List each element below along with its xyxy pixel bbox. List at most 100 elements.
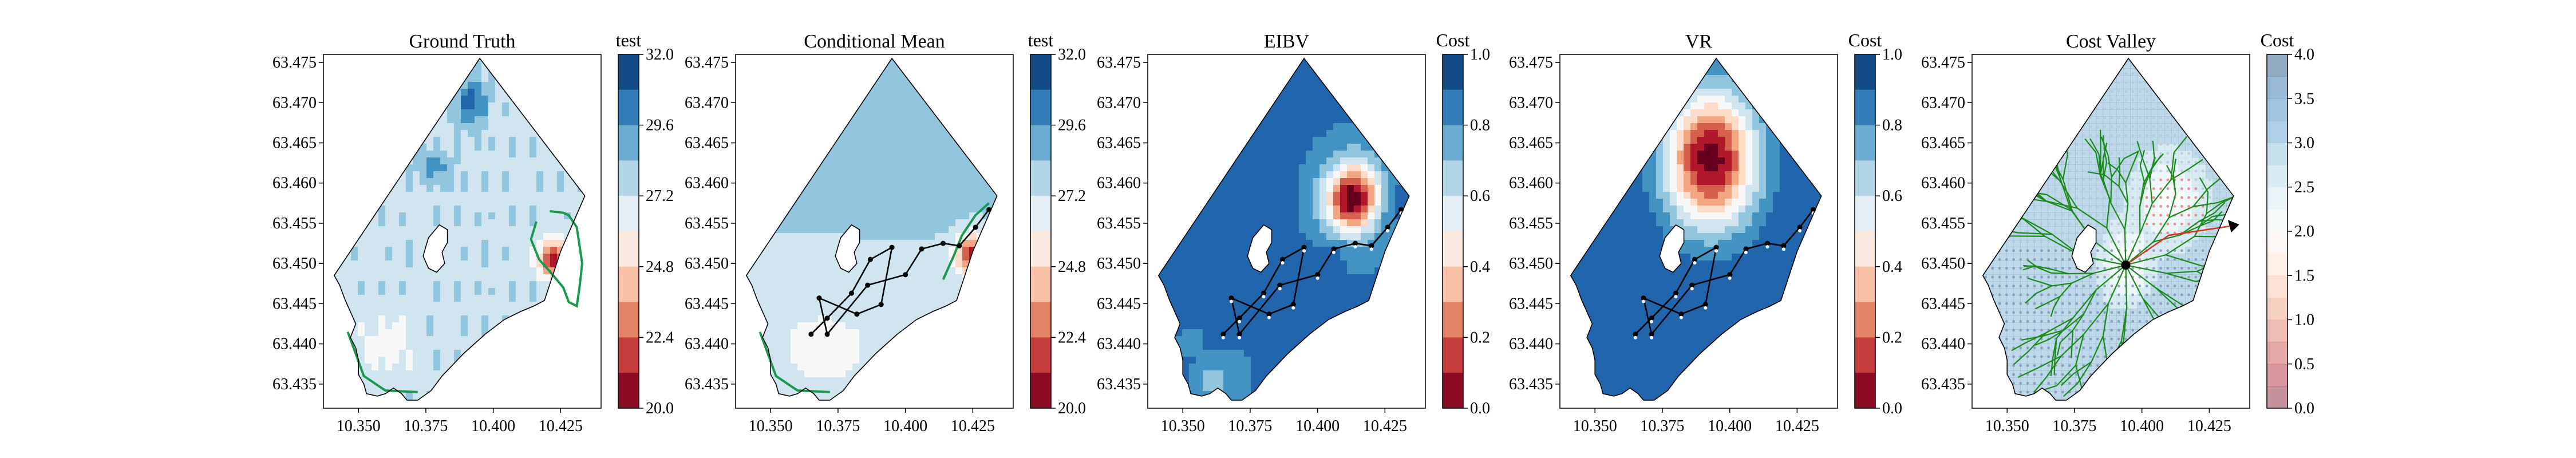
field-cell [475, 206, 482, 213]
field-cell [1003, 192, 1011, 199]
field-cell [955, 102, 963, 110]
field-cell [880, 178, 887, 185]
field-cell [372, 137, 379, 144]
field-cell [1168, 260, 1176, 268]
field-cell [323, 384, 331, 392]
field-cell [825, 247, 832, 254]
field-cell [509, 322, 516, 330]
field-cell [900, 116, 908, 124]
field-cell [1210, 281, 1217, 289]
field-cell [962, 288, 970, 295]
field-cell [536, 61, 544, 69]
field-cell [797, 123, 805, 131]
field-cell [1003, 398, 1011, 405]
field-cell [756, 288, 764, 295]
field-cell [1003, 219, 1011, 227]
field-cell [777, 171, 784, 179]
field-cell [385, 116, 393, 124]
field-cell [530, 370, 537, 378]
field-cell [777, 281, 784, 289]
field-cell [997, 171, 1004, 179]
field-cell [392, 206, 400, 213]
field-cell [763, 384, 771, 392]
field-cell [399, 364, 406, 371]
field-cell [454, 302, 461, 309]
field-cell [846, 58, 853, 62]
field-cell [1168, 267, 1176, 275]
field-cell [1175, 178, 1183, 185]
field-cell [378, 226, 386, 234]
field-cell [935, 75, 942, 82]
field-cell [334, 391, 338, 398]
field-cell [372, 96, 379, 103]
field-cell [1216, 58, 1224, 62]
field-cell [495, 123, 503, 131]
field-cell [475, 260, 482, 268]
field-cell [921, 171, 929, 179]
field-cell [921, 185, 929, 192]
field-cell [1148, 267, 1155, 275]
field-cell [852, 96, 860, 103]
field-cell [746, 96, 750, 103]
field-cell [839, 212, 846, 220]
field-cell [516, 343, 523, 350]
field-cell [1196, 267, 1203, 275]
field-cell [358, 254, 365, 261]
field-cell [1216, 357, 1224, 364]
field-cell [997, 109, 1004, 117]
field-cell [351, 295, 358, 302]
field-cell [365, 267, 372, 275]
field-cell [921, 192, 929, 199]
field-cell [832, 151, 839, 158]
field-cell [1003, 109, 1011, 117]
field-cell [791, 185, 798, 192]
field-cell [921, 212, 929, 220]
field-cell [372, 322, 379, 330]
field-cell [873, 309, 880, 316]
field-cell [962, 192, 970, 199]
field-cell [351, 82, 358, 89]
field-cell [777, 260, 784, 268]
field-cell [736, 137, 743, 144]
field-cell [447, 171, 455, 179]
field-cell [1216, 164, 1224, 172]
field-cell [1203, 343, 1210, 350]
field-cell [955, 151, 963, 158]
field-cell [378, 288, 386, 295]
field-cell [756, 61, 764, 69]
field-cell [468, 357, 475, 364]
field-cell [392, 322, 400, 330]
field-cell [736, 274, 743, 282]
field-cell [406, 164, 413, 172]
field-cell [818, 109, 825, 117]
field-cell [1148, 295, 1155, 302]
field-cell [536, 274, 544, 282]
field-cell [832, 350, 839, 357]
field-cell [584, 329, 585, 337]
field-cell [372, 199, 379, 206]
field-cell [337, 96, 345, 103]
field-cell [749, 398, 757, 400]
field-cell [763, 309, 771, 316]
field-cell [1161, 302, 1169, 309]
field-cell [323, 109, 331, 117]
field-cell [420, 206, 427, 213]
field-cell [385, 219, 393, 227]
field-cell [495, 233, 503, 240]
field-cell [461, 68, 468, 76]
field-cell [736, 157, 743, 165]
field-cell [1161, 357, 1169, 364]
field-cell [887, 164, 894, 172]
field-cell [378, 61, 386, 69]
field-cell [334, 137, 338, 144]
field-cell [746, 192, 750, 199]
field-cell [976, 109, 983, 117]
field-cell [997, 116, 1004, 124]
field-cell [557, 398, 564, 400]
field-cell [557, 123, 564, 131]
field-cell [334, 329, 338, 337]
field-cell [468, 192, 475, 199]
field-cell [481, 185, 489, 192]
field-cell [839, 226, 846, 234]
field-cell [1010, 54, 1018, 62]
